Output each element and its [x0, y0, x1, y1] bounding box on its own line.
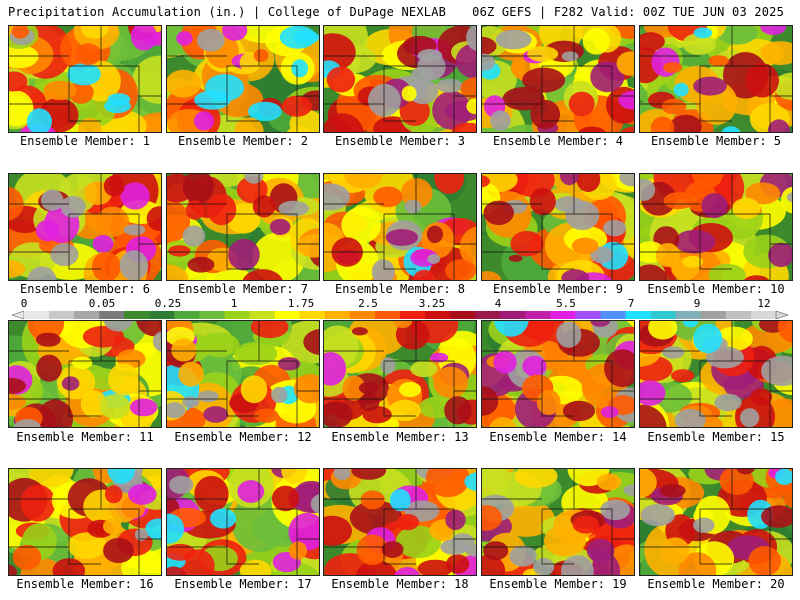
ensemble-member-label: Ensemble Member: 11: [16, 430, 154, 444]
ensemble-member-map: [323, 320, 477, 428]
colorbar-tick-label: 1: [230, 297, 238, 310]
colorbar-segment: [249, 311, 275, 319]
colorbar-tick-label: 0.25: [154, 297, 182, 310]
model-run-info: 06Z GEFS | F282 Valid: 00Z TUE JUN 03 20…: [472, 5, 784, 19]
ensemble-member-map: [639, 173, 793, 281]
colorbar-segment: [149, 311, 175, 319]
colorbar-right-arrow: [775, 310, 788, 320]
colorbar-tick-label: 5.5: [556, 297, 576, 310]
colorbar-segment: [550, 311, 576, 319]
ensemble-member-map: [323, 468, 477, 576]
ensemble-member-map: [481, 320, 635, 428]
ensemble-member-label: Ensemble Member: 4: [492, 134, 624, 148]
colorbar-tick-label: 0: [20, 297, 28, 310]
ensemble-member-label: Ensemble Member: 15: [647, 430, 785, 444]
ensemble-member-map: [323, 25, 477, 133]
ensemble-member-map: [166, 468, 320, 576]
ensemble-member-label: Ensemble Member: 17: [174, 577, 312, 591]
colorbar-segment: [625, 311, 651, 319]
colorbar-segment: [199, 311, 225, 319]
ensemble-member-label: Ensemble Member: 5: [650, 134, 782, 148]
colorbar-segment: [725, 311, 752, 319]
ensemble-member-map: [8, 468, 162, 576]
colorbar-tick-label: 0.05: [88, 297, 116, 310]
ensemble-member-label: Ensemble Member: 18: [331, 577, 469, 591]
colorbar-segment: [600, 311, 626, 319]
ensemble-member-map: [8, 173, 162, 281]
colorbar-segment: [99, 311, 125, 319]
ensemble-member-map: [481, 25, 635, 133]
ensemble-member-map: [8, 25, 162, 133]
ensemble-member-map: [166, 320, 320, 428]
colorbar-segment: [324, 311, 351, 319]
colorbar-segment: [575, 311, 601, 319]
colorbar-tick-label: 3.25: [418, 297, 446, 310]
colorbar-left-arrow: [12, 310, 25, 320]
ensemble-member-map: [639, 468, 793, 576]
ensemble-member-map: [639, 25, 793, 133]
colorbar-tick-label: 9: [693, 297, 701, 310]
colorbar-segment: [374, 311, 401, 319]
ensemble-member-map: [481, 173, 635, 281]
colorbar-segment: [299, 311, 326, 319]
ensemble-member-map: [166, 173, 320, 281]
colorbar-segment: [450, 311, 476, 319]
colorbar-segment: [349, 311, 376, 319]
colorbar-segment: [24, 311, 50, 319]
ensemble-member-label: Ensemble Member: 10: [647, 282, 785, 296]
colorbar-segment: [750, 311, 777, 319]
ensemble-member-map: [639, 320, 793, 428]
colorbar-segment: [650, 311, 677, 319]
colorbar-segment: [49, 311, 75, 319]
ensemble-member-label: Ensemble Member: 2: [177, 134, 309, 148]
colorbar-tick-label: 2.5: [358, 297, 378, 310]
ensemble-member-map: [323, 173, 477, 281]
ensemble-member-label: Ensemble Member: 7: [177, 282, 309, 296]
colorbar-segment: [400, 311, 426, 319]
ensemble-member-map: [166, 25, 320, 133]
colorbar-segment: [74, 311, 100, 319]
colorbar-segment: [475, 311, 501, 319]
colorbar-segment: [274, 311, 301, 319]
ensemble-member-label: Ensemble Member: 19: [489, 577, 627, 591]
colorbar-segment: [174, 311, 200, 319]
ensemble-member-label: Ensemble Member: 14: [489, 430, 627, 444]
colorbar-segment: [525, 311, 551, 319]
colorbar-segment: [675, 311, 702, 319]
chart-title: Precipitation Accumulation (in.) | Colle…: [8, 5, 447, 19]
ensemble-member-label: Ensemble Member: 1: [19, 134, 151, 148]
colorbar-tick-label: 4: [494, 297, 502, 310]
ensemble-member-label: Ensemble Member: 9: [492, 282, 624, 296]
ensemble-member-map: [481, 468, 635, 576]
ensemble-member-label: Ensemble Member: 20: [647, 577, 785, 591]
ensemble-member-map: [8, 320, 162, 428]
ensemble-member-label: Ensemble Member: 6: [19, 282, 151, 296]
colorbar-segment: [124, 311, 150, 319]
colorbar-tick-label: 7: [627, 297, 635, 310]
colorbar-segment: [425, 311, 451, 319]
colorbar-segment: [224, 311, 250, 319]
colorbar-tick-label: 12: [757, 297, 771, 310]
ensemble-member-label: Ensemble Member: 16: [16, 577, 154, 591]
colorbar-segment: [500, 311, 526, 319]
ensemble-member-label: Ensemble Member: 8: [334, 282, 466, 296]
ensemble-member-label: Ensemble Member: 3: [334, 134, 466, 148]
ensemble-member-label: Ensemble Member: 13: [331, 430, 469, 444]
colorbar: [12, 310, 788, 320]
colorbar-segment: [700, 311, 727, 319]
ensemble-member-label: Ensemble Member: 12: [174, 430, 312, 444]
colorbar-tick-label: 1.75: [287, 297, 315, 310]
